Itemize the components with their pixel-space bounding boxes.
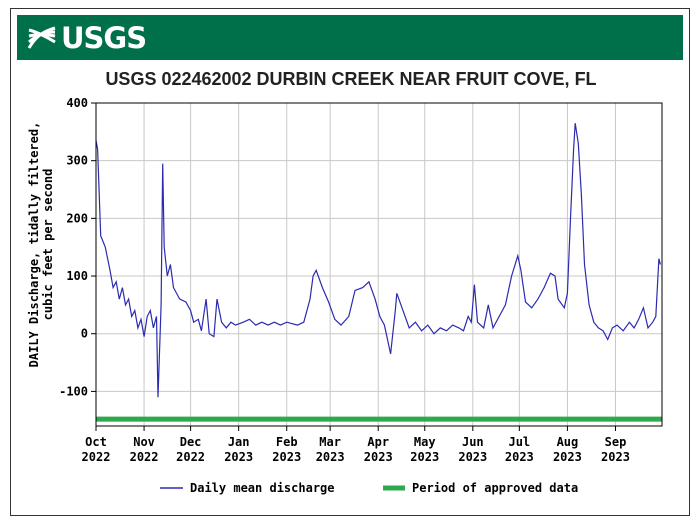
x-tick-label-year: 2022 [82, 450, 111, 464]
legend-approved-label: Period of approved data [412, 481, 578, 495]
x-tick-label-year: 2023 [458, 450, 487, 464]
x-tick-label-year: 2023 [364, 450, 393, 464]
x-tick-label-month: Jan [228, 435, 250, 449]
chart-title: USGS 022462002 DURBIN CREEK NEAR FRUIT C… [105, 69, 597, 89]
usgs-wave-icon [27, 26, 56, 49]
x-tick-label-month: Mar [319, 435, 341, 449]
plot-area [96, 103, 662, 426]
x-tick-label-month: May [414, 435, 436, 449]
x-tick-label-month: Sep [605, 435, 627, 449]
y-tick-label: 0 [81, 327, 88, 341]
y-tick-label: 100 [66, 269, 88, 283]
x-tick-label-month: Feb [276, 435, 298, 449]
y-tick-label: 200 [66, 211, 88, 225]
x-tick-label-year: 2023 [553, 450, 582, 464]
usgs-logo: USGS [27, 19, 147, 56]
x-tick-label-year: 2022 [130, 450, 159, 464]
x-tick-label-year: 2023 [410, 450, 439, 464]
y-tick-label: 400 [66, 96, 88, 110]
y-tick-label: -100 [59, 384, 88, 398]
discharge-series-line [95, 123, 661, 398]
x-tick-label-month: Apr [367, 435, 389, 449]
y-tick-label: 300 [66, 154, 88, 168]
y-axis-label: cubic feet per second [41, 169, 55, 321]
x-tick-label-month: Dec [180, 435, 202, 449]
x-tick-label-month: Oct [85, 435, 107, 449]
x-tick-label-year: 2023 [272, 450, 301, 464]
x-tick-label-month: Aug [557, 435, 579, 449]
x-tick-label-month: Jul [508, 435, 530, 449]
legend-series-label: Daily mean discharge [190, 481, 335, 495]
x-tick-label-month: Jun [462, 435, 484, 449]
x-tick-label-month: Nov [133, 435, 155, 449]
x-tick-label-year: 2023 [601, 450, 630, 464]
x-tick-label-year: 2022 [176, 450, 205, 464]
x-tick-label-year: 2023 [224, 450, 253, 464]
x-tick-label-year: 2023 [505, 450, 534, 464]
usgs-logo-text: USGS [61, 20, 147, 55]
y-axis-label: DAILY Discharge, tidally filtered, [27, 122, 41, 368]
plot-border [95, 102, 663, 427]
usgs-banner: USGS [17, 15, 683, 60]
x-tick-label-year: 2023 [316, 450, 345, 464]
